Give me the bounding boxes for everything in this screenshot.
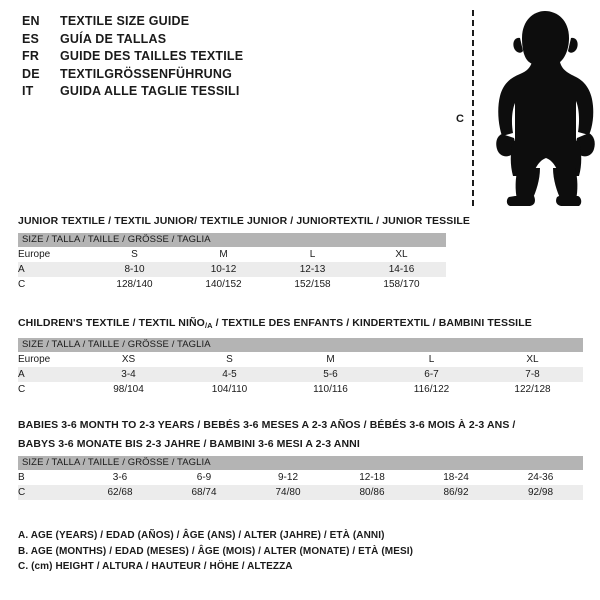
row-cell: 140/152 — [179, 277, 268, 292]
row-cell: 7-8 — [482, 367, 583, 382]
row-cell: 92/98 — [498, 485, 583, 500]
language-code: DE — [22, 66, 40, 81]
row-cell: 158/170 — [357, 277, 446, 292]
language-row-es: ES GUÍA DE TALLAS — [22, 32, 322, 50]
row-cell: L — [268, 247, 357, 262]
row-cell: 122/128 — [482, 382, 583, 397]
row-cell: 24-36 — [498, 470, 583, 485]
table-row: Europe S M L XL — [18, 247, 446, 262]
section-title-line1: BABIES 3-6 MONTH TO 2-3 YEARS / BEBÉS 3-… — [18, 419, 516, 431]
row-cell: 110/116 — [280, 382, 381, 397]
legend-item-c: C. (cm) HEIGHT / ALTURA / HAUTEUR / HÖHE… — [18, 561, 293, 572]
row-label: Europe — [18, 247, 90, 262]
row-cell: XL — [482, 352, 583, 367]
row-cell: 3-6 — [78, 470, 162, 485]
section-title: JUNIOR TEXTILE / TEXTIL JUNIOR/ TEXTILE … — [18, 215, 470, 227]
row-cell: 14-16 — [357, 262, 446, 277]
row-cell: XL — [357, 247, 446, 262]
section-children-textile: CHILDREN'S TEXTILE / TEXTIL NIÑO/A / TEX… — [18, 316, 583, 397]
language-row-fr: FR GUIDE DES TAILLES TEXTILE — [22, 49, 322, 67]
measurement-legend: A. AGE (YEARS) / EDAD (AÑOS) / ÂGE (ANS)… — [18, 528, 413, 575]
row-cell: 152/158 — [268, 277, 357, 292]
language-row-de: DE TEXTILGRÖSSENFÜHRUNG — [22, 67, 322, 85]
row-label: C — [18, 485, 78, 500]
language-code: EN — [22, 14, 40, 28]
row-label: B — [18, 470, 78, 485]
row-cell: 74/80 — [246, 485, 330, 500]
table-band-row: SIZE / TALLA / TAILLE / GRÖSSE / TAGLIA — [18, 456, 583, 470]
table-row: A 3-4 4-5 5-6 6-7 7-8 — [18, 367, 583, 382]
table-row: B 3-6 6-9 9-12 12-18 18-24 24-36 — [18, 470, 583, 485]
language-title: GUIDA ALLE TAGLIE TESSILI — [60, 84, 240, 98]
size-band-label: SIZE / TALLA / TAILLE / GRÖSSE / TAGLIA — [18, 233, 446, 247]
row-label: C — [18, 382, 78, 397]
table-row: C 128/140 140/152 152/158 158/170 — [18, 277, 446, 292]
row-cell: 80/86 — [330, 485, 414, 500]
row-cell: 8-10 — [90, 262, 179, 277]
language-code: ES — [22, 31, 40, 46]
section-title-line2: BABYS 3-6 MONATE BIS 2-3 JAHRE / BAMBINI… — [18, 438, 360, 450]
language-title-block: EN TEXTILE SIZE GUIDE ES GUÍA DE TALLAS … — [22, 14, 322, 102]
table-band-row: SIZE / TALLA / TAILLE / GRÖSSE / TAGLIA — [18, 233, 446, 247]
row-cell: 98/104 — [78, 382, 179, 397]
legend-item-a: A. AGE (YEARS) / EDAD (AÑOS) / ÂGE (ANS)… — [18, 530, 385, 541]
row-cell: 104/110 — [179, 382, 280, 397]
legend-item-b: B. AGE (MONTHS) / EDAD (MESES) / ÂGE (MO… — [18, 545, 414, 557]
row-cell: 116/122 — [381, 382, 482, 397]
row-cell: S — [179, 352, 280, 367]
junior-size-table: SIZE / TALLA / TAILLE / GRÖSSE / TAGLIA … — [18, 233, 446, 292]
row-label: Europe — [18, 352, 78, 367]
height-axis-label: C — [456, 113, 464, 125]
language-code: IT — [22, 84, 34, 98]
row-cell: 6-9 — [162, 470, 246, 485]
table-row: C 98/104 104/110 110/116 116/122 122/128 — [18, 382, 583, 397]
language-title: TEXTILGRÖSSENFÜHRUNG — [60, 66, 233, 81]
row-cell: 6-7 — [381, 367, 482, 382]
section-babies-textile: BABIES 3-6 MONTH TO 2-3 YEARS / BEBÉS 3-… — [18, 418, 583, 500]
row-cell: M — [280, 352, 381, 367]
size-band-label: SIZE / TALLA / TAILLE / GRÖSSE / TAGLIA — [18, 338, 583, 352]
table-row: A 8-10 10-12 12-13 14-16 — [18, 262, 446, 277]
row-cell: 68/74 — [162, 485, 246, 500]
section-title-pre: CHILDREN'S TEXTILE / TEXTIL NIÑO — [18, 317, 205, 329]
language-code: FR — [22, 49, 40, 63]
language-title: GUIDE DES TAILLES TEXTILE — [60, 49, 244, 63]
language-row-it: IT GUIDA ALLE TAGLIE TESSILI — [22, 84, 322, 102]
row-label: A — [18, 367, 78, 382]
babies-size-table: SIZE / TALLA / TAILLE / GRÖSSE / TAGLIA … — [18, 456, 583, 500]
table-row: Europe XS S M L XL — [18, 352, 583, 367]
children-size-table: SIZE / TALLA / TAILLE / GRÖSSE / TAGLIA … — [18, 338, 583, 397]
language-title: GUÍA DE TALLAS — [60, 31, 167, 46]
row-cell: 18-24 — [414, 470, 498, 485]
row-label: A — [18, 262, 90, 277]
row-cell: 12-13 — [268, 262, 357, 277]
row-cell: 5-6 — [280, 367, 381, 382]
row-cell: 9-12 — [246, 470, 330, 485]
row-cell: 10-12 — [179, 262, 268, 277]
language-row-en: EN TEXTILE SIZE GUIDE — [22, 14, 322, 32]
section-title: CHILDREN'S TEXTILE / TEXTIL NIÑO/A / TEX… — [18, 316, 583, 333]
table-band-row: SIZE / TALLA / TAILLE / GRÖSSE / TAGLIA — [18, 338, 583, 352]
row-cell: M — [179, 247, 268, 262]
section-title-subscript: /A — [204, 321, 213, 330]
row-label: C — [18, 277, 90, 292]
row-cell: 12-18 — [330, 470, 414, 485]
height-measurement-figure: C — [440, 8, 600, 208]
size-band-label: SIZE / TALLA / TAILLE / GRÖSSE / TAGLIA — [18, 456, 583, 470]
row-cell: 86/92 — [414, 485, 498, 500]
row-cell: 3-4 — [78, 367, 179, 382]
section-junior-textile: JUNIOR TEXTILE / TEXTIL JUNIOR/ TEXTILE … — [18, 214, 470, 292]
row-cell: XS — [78, 352, 179, 367]
row-cell: S — [90, 247, 179, 262]
row-cell: L — [381, 352, 482, 367]
row-cell: 128/140 — [90, 277, 179, 292]
row-cell: 62/68 — [78, 485, 162, 500]
height-dashed-line-icon — [472, 10, 474, 206]
toddler-silhouette-icon — [496, 11, 595, 206]
section-title-post: / TEXTILE DES ENFANTS / KINDERTEXTIL / B… — [212, 317, 532, 329]
row-cell: 4-5 — [179, 367, 280, 382]
table-row: C 62/68 68/74 74/80 80/86 86/92 92/98 — [18, 485, 583, 500]
language-title: TEXTILE SIZE GUIDE — [60, 14, 190, 28]
